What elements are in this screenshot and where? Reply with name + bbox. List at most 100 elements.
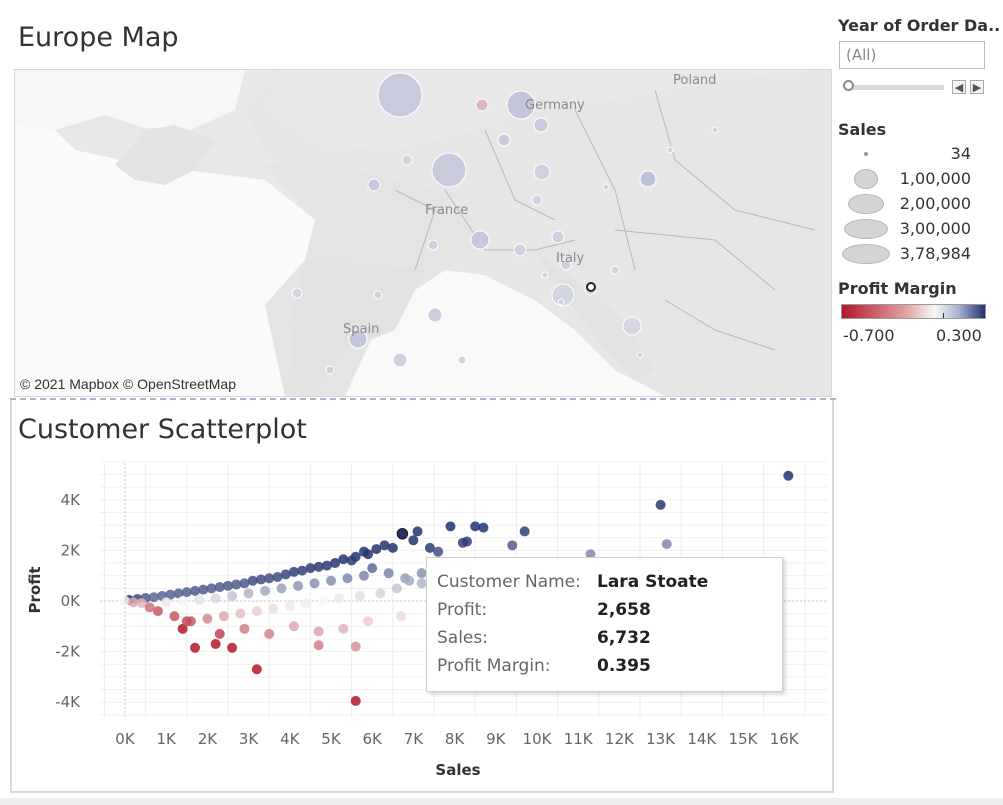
scatter-point[interactable] xyxy=(358,546,369,557)
scatter-point[interactable] xyxy=(326,575,336,586)
scatter-point[interactable] xyxy=(391,583,402,594)
scatter-point[interactable] xyxy=(260,585,271,596)
scatter-point[interactable] xyxy=(313,640,324,651)
scatter-point[interactable] xyxy=(231,579,242,590)
scatter-point[interactable] xyxy=(519,526,530,537)
scatter-point[interactable] xyxy=(161,597,172,608)
scatter-point[interactable] xyxy=(190,642,201,653)
scatter-point[interactable] xyxy=(363,616,374,627)
scatter-point[interactable] xyxy=(239,578,250,589)
scatter-point[interactable] xyxy=(177,596,188,606)
scatter-point[interactable] xyxy=(387,542,398,553)
scatter-point[interactable] xyxy=(301,598,312,609)
scatter-point[interactable] xyxy=(783,470,794,481)
scatter-point[interactable] xyxy=(280,569,291,580)
scatter-point[interactable] xyxy=(342,573,353,584)
scatter-point[interactable] xyxy=(424,542,435,553)
scatter-point[interactable] xyxy=(346,555,357,566)
year-prev-button[interactable]: ◀ xyxy=(952,80,966,94)
scatter-point[interactable] xyxy=(350,641,361,652)
scatter-point[interactable] xyxy=(585,549,596,560)
scatter-point[interactable] xyxy=(313,626,324,637)
scatter-point[interactable] xyxy=(297,565,308,576)
scatter-point[interactable] xyxy=(338,554,349,565)
scatter-point[interactable] xyxy=(264,628,275,639)
scatter-point[interactable] xyxy=(461,536,472,547)
scatter-point[interactable] xyxy=(243,588,254,599)
year-slider-track[interactable] xyxy=(848,85,944,90)
scatter-point[interactable] xyxy=(416,568,427,579)
scatter-point[interactable] xyxy=(470,521,481,532)
scatter-point[interactable] xyxy=(148,592,159,603)
scatter-point[interactable] xyxy=(255,574,266,585)
scatter-point[interactable] xyxy=(120,596,130,606)
scatter-point[interactable] xyxy=(223,580,233,591)
scatter-point[interactable] xyxy=(330,558,341,569)
scatter-point[interactable] xyxy=(354,590,365,601)
scatter-point[interactable] xyxy=(445,521,456,532)
europe-map[interactable]: Poland Germany France Italy Spain © 2021… xyxy=(14,69,832,397)
scatter-point[interactable] xyxy=(214,582,225,593)
scatter-point[interactable] xyxy=(214,628,225,639)
scatter-point[interactable] xyxy=(383,568,394,579)
scatter-point[interactable] xyxy=(194,594,205,605)
scatter-point[interactable] xyxy=(198,584,209,595)
scatter-point[interactable] xyxy=(251,606,262,617)
scatter-point[interactable] xyxy=(152,606,163,617)
scatter-point[interactable] xyxy=(408,535,419,546)
scatter-point[interactable] xyxy=(190,585,201,596)
scatter-point[interactable] xyxy=(268,603,279,614)
scatter-point[interactable] xyxy=(288,566,299,577)
scatter-point[interactable] xyxy=(338,623,349,634)
scatter-point[interactable] xyxy=(210,593,221,604)
scatter-point[interactable] xyxy=(251,664,262,675)
scatter-point[interactable] xyxy=(313,561,324,572)
scatter-point[interactable] xyxy=(371,544,382,555)
scatter-point[interactable] xyxy=(334,593,345,604)
year-filter-select[interactable]: (All) xyxy=(839,41,985,69)
scatter-point[interactable] xyxy=(293,580,304,591)
scatter-point[interactable] xyxy=(210,639,221,650)
scatter-point[interactable] xyxy=(235,608,246,619)
scatter-point[interactable] xyxy=(317,596,328,606)
scatter-point[interactable] xyxy=(177,623,188,634)
year-next-button[interactable]: ▶ xyxy=(970,80,984,94)
sales-legend-item[interactable]: 34 xyxy=(838,144,988,166)
scatter-point[interactable] xyxy=(412,526,423,537)
map-copyright[interactable]: © 2021 Mapbox © OpenStreetMap xyxy=(20,376,236,392)
scatter-point[interactable] xyxy=(367,563,378,574)
sales-legend-item[interactable]: 3,00,000 xyxy=(838,219,988,241)
scatter-point[interactable] xyxy=(227,590,238,601)
scatter-point[interactable] xyxy=(284,601,295,612)
scatter-point[interactable] xyxy=(239,623,250,634)
scatter-point[interactable] xyxy=(276,583,287,594)
scatter-point[interactable] xyxy=(181,587,192,598)
scatter-point[interactable] xyxy=(227,642,238,653)
scatter-point[interactable] xyxy=(218,611,229,622)
sales-legend-item[interactable]: 2,00,000 xyxy=(838,194,988,216)
scatter-point[interactable] xyxy=(202,613,213,624)
scatter-point[interactable] xyxy=(305,563,316,574)
scatter-point[interactable] xyxy=(379,540,390,551)
scatter-point[interactable] xyxy=(272,571,283,582)
scatter-point[interactable] xyxy=(128,597,139,608)
year-slider-handle[interactable] xyxy=(843,80,854,91)
scatter-point[interactable] xyxy=(136,598,147,609)
scatter-point[interactable] xyxy=(169,611,180,622)
scatter-point[interactable] xyxy=(478,522,489,533)
scatter-point[interactable] xyxy=(396,611,407,622)
highlighted-point[interactable] xyxy=(396,528,409,540)
scatter-point[interactable] xyxy=(358,570,369,581)
scatter-point[interactable] xyxy=(181,616,192,627)
profit-margin-color-ramp[interactable] xyxy=(841,304,986,319)
scatter-point[interactable] xyxy=(655,499,666,510)
scatter-point[interactable] xyxy=(416,578,427,589)
scatter-point[interactable] xyxy=(321,560,332,571)
scatter-point[interactable] xyxy=(507,540,518,551)
scatter-point[interactable] xyxy=(350,695,361,706)
scatter-point[interactable] xyxy=(206,583,217,594)
scatter-point[interactable] xyxy=(375,588,386,599)
scatter-point[interactable] xyxy=(264,573,275,584)
scatter-point[interactable] xyxy=(661,539,672,550)
scatter-point[interactable] xyxy=(288,621,299,632)
